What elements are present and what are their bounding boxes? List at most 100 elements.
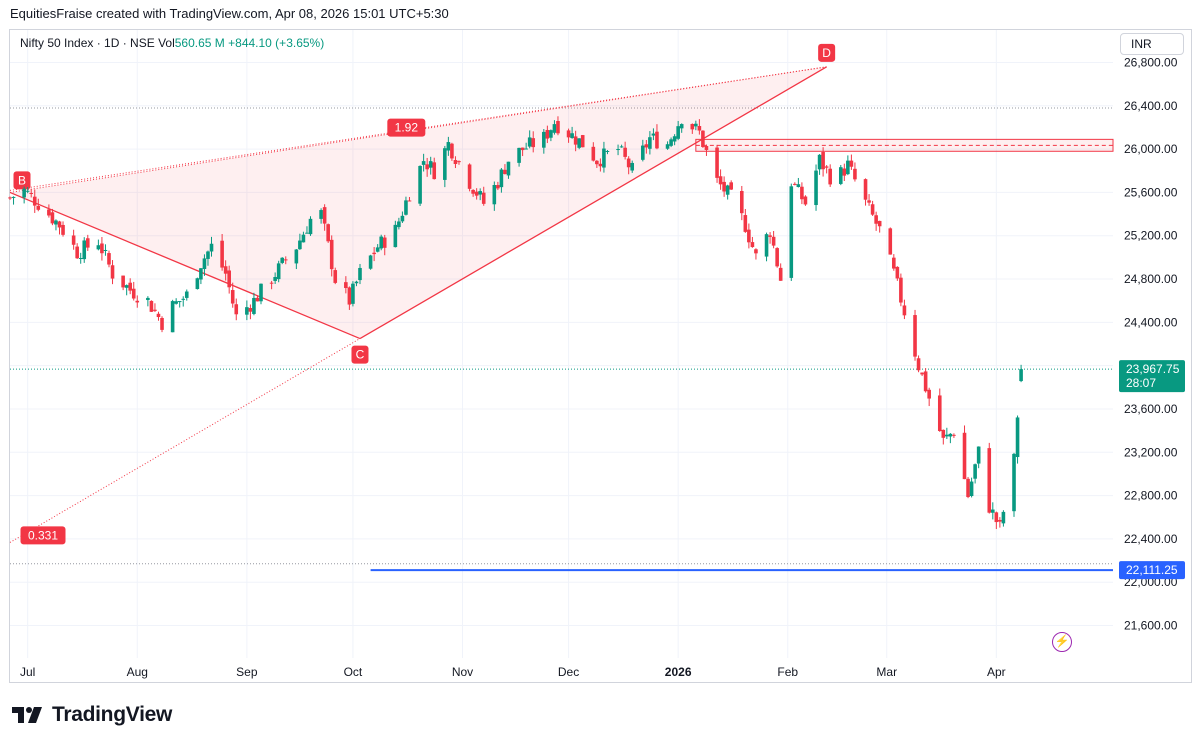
point-label-d-box (818, 43, 836, 62)
volume-value: 560.65 M (174, 36, 225, 50)
price-change: +844.10 (+3.65%) (228, 36, 325, 50)
candle-body (595, 160, 599, 165)
candle-body (743, 215, 748, 232)
candle-body (863, 179, 868, 200)
candle-body (329, 239, 334, 270)
x-tick-label: Sep (236, 665, 258, 679)
candle-body (846, 160, 850, 175)
support-price-box (1119, 561, 1185, 580)
y-tick-label: 23,600.00 (1124, 402, 1178, 416)
candle-body (71, 235, 76, 245)
candle-body (952, 434, 956, 436)
candle-body (892, 257, 896, 269)
candle-body (641, 145, 645, 160)
candle-body (920, 372, 924, 375)
ratio-label-cd: 0.331 (28, 528, 58, 542)
resistance-zone (695, 138, 1114, 152)
candle-body (902, 305, 907, 316)
y-tick-label: 26,800.00 (1124, 55, 1178, 69)
candle-body (577, 138, 581, 148)
candle-body (298, 240, 302, 250)
candle-body (467, 164, 472, 189)
y-tick-label: 22,400.00 (1124, 532, 1178, 546)
symbol-info: Nifty 50 Index · 1D · NSE (20, 36, 155, 50)
candle-body (976, 446, 981, 464)
grid (10, 30, 1113, 658)
point-label-d: D (822, 46, 831, 60)
candle-body (400, 215, 405, 222)
candle-body (503, 169, 507, 175)
candle-body (793, 183, 797, 185)
last-price-box (1119, 360, 1185, 393)
candle-body (778, 267, 783, 281)
candle-body (899, 277, 903, 303)
candle-body (252, 297, 256, 314)
candle-body (764, 234, 769, 257)
x-tick-label: 2026 (665, 665, 692, 679)
x-tick-label: Oct (344, 665, 363, 679)
candle-body (874, 215, 878, 224)
candle-body (602, 148, 606, 168)
candle-body (648, 137, 652, 149)
candle-body (948, 433, 953, 437)
candle-body (768, 235, 772, 237)
candle-body (418, 165, 422, 204)
candle-body (937, 395, 942, 432)
candle-body (973, 464, 977, 479)
candle-body (100, 243, 104, 254)
candle-body (655, 131, 659, 149)
candle-body (651, 133, 656, 136)
attribution-bar: EquitiesFraise created with TradingView.… (0, 0, 1200, 28)
y-tick-label: 26,000.00 (1124, 142, 1178, 156)
candle-body (566, 130, 571, 138)
candle-body (184, 291, 189, 298)
candle-body (421, 161, 426, 165)
candle-body (1001, 511, 1006, 524)
candle-body (206, 251, 210, 259)
candle-body (888, 228, 893, 255)
y-tick-label: 22,800.00 (1124, 489, 1178, 503)
candle-body (351, 283, 355, 304)
candle-body (146, 297, 150, 301)
candle-body (85, 238, 90, 248)
candle-body (690, 123, 695, 130)
candle-body (1019, 369, 1023, 382)
candle-body (701, 130, 705, 147)
candle-body (358, 267, 362, 281)
candle-body (245, 307, 249, 315)
candle-body (149, 300, 154, 312)
candle-body (248, 307, 253, 312)
candle-body (25, 190, 30, 192)
x-tick-label: Apr (987, 665, 1006, 679)
candle-body (573, 136, 578, 145)
candle-body (552, 124, 557, 133)
candle-body (220, 240, 224, 268)
tradingview-logo-icon (12, 707, 42, 723)
y-tick-label: 24,400.00 (1124, 315, 1178, 329)
candle-body (591, 146, 596, 161)
candle-body (800, 186, 804, 200)
candle-body (524, 148, 528, 150)
pattern-leg-cd (359, 66, 827, 340)
candle-body (407, 200, 412, 202)
currency-button[interactable]: INR (1120, 33, 1184, 55)
attribution-text: EquitiesFraise created with TradingView.… (10, 6, 449, 21)
candles (8, 116, 1023, 530)
candle-body (895, 266, 900, 279)
candle-body (276, 263, 281, 280)
candle-body (29, 192, 34, 194)
candle-body (259, 283, 263, 302)
symbol-legend[interactable]: Nifty 50 Index · 1D · NSE Vol560.65 M +8… (20, 36, 324, 50)
x-tick-label: Nov (452, 665, 473, 679)
lightning-icon[interactable]: ⚡ (1052, 632, 1072, 652)
x-tick-label: Dec (558, 665, 579, 679)
candle-body (354, 281, 359, 284)
candle-body (478, 191, 482, 195)
candle-body (492, 185, 497, 205)
candle-body (121, 275, 125, 288)
support-price-value: 22,111.25 (1126, 563, 1178, 577)
brand-footer: TradingView (12, 703, 172, 727)
candle-body (195, 278, 200, 290)
